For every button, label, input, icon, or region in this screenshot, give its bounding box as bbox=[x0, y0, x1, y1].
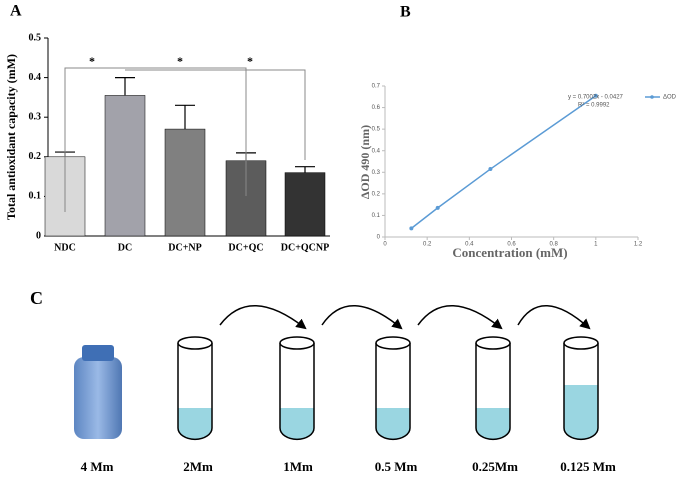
step-label: 2Mm bbox=[183, 459, 213, 474]
liquid bbox=[178, 408, 212, 440]
y-tick-label: 0.1 bbox=[29, 191, 42, 202]
tube bbox=[177, 343, 213, 441]
x-tick-label: 0 bbox=[383, 242, 387, 248]
error-bar bbox=[175, 104, 195, 130]
tube bbox=[475, 343, 511, 441]
equation: R² = 0.9992 bbox=[578, 103, 610, 109]
bottle bbox=[74, 345, 122, 439]
error-bar bbox=[115, 77, 135, 96]
bar bbox=[164, 128, 206, 237]
liquid bbox=[280, 408, 314, 440]
legend-marker bbox=[650, 95, 654, 99]
y-tick-label: 0.3 bbox=[372, 170, 381, 176]
liquid bbox=[376, 408, 410, 440]
tube-rim bbox=[475, 336, 511, 350]
arrow bbox=[517, 305, 591, 330]
x-tick-label: 0.6 bbox=[507, 242, 516, 248]
tube bbox=[563, 343, 599, 441]
y-axis-label: Total antioxidant capacity (mM) bbox=[4, 54, 18, 220]
arrow bbox=[321, 305, 403, 330]
series-line bbox=[410, 95, 597, 229]
x-tick-label: 1.2 bbox=[634, 242, 643, 248]
x-tick-label: 0.4 bbox=[465, 242, 474, 248]
y-tick-label: 0.7 bbox=[372, 84, 381, 90]
bar bbox=[284, 172, 326, 237]
x-axis-label: Concentration (mM) bbox=[452, 245, 567, 260]
tube bbox=[375, 343, 411, 441]
bar bbox=[104, 95, 146, 237]
tube-rim bbox=[563, 336, 599, 350]
point bbox=[488, 167, 493, 172]
y-tick-label: 0.1 bbox=[372, 213, 381, 219]
x-tick-label: NDC bbox=[54, 242, 76, 253]
y-tick-label: 0.2 bbox=[29, 151, 42, 162]
bracket bbox=[125, 69, 306, 160]
tube-rim bbox=[177, 336, 213, 350]
y-tick-label: 0.4 bbox=[29, 72, 42, 83]
error-bar bbox=[295, 166, 315, 173]
x-tick-label: 0.8 bbox=[549, 242, 558, 248]
step-label: 0.125 Mm bbox=[560, 459, 616, 474]
arrow bbox=[219, 305, 307, 330]
x-tick-label: 1 bbox=[594, 242, 598, 248]
equation: y = 0.7002x - 0.0427 bbox=[568, 95, 624, 101]
tube bbox=[279, 343, 315, 441]
legend-label: ΔOD bbox=[663, 95, 677, 101]
significance: * bbox=[247, 54, 253, 68]
step-label: 4 Mm bbox=[81, 459, 114, 474]
x-tick-label: DC+QCNP bbox=[281, 242, 329, 253]
point bbox=[593, 93, 598, 98]
x-tick-label: 0.2 bbox=[423, 242, 432, 248]
y-tick-label: 0 bbox=[36, 230, 41, 241]
x-tick-label: DC+QC bbox=[228, 242, 263, 253]
tubes bbox=[177, 305, 599, 441]
y-axis-label: ΔOD 490 (nm) bbox=[358, 125, 372, 199]
step-label: 0.5 Mm bbox=[375, 459, 418, 474]
tube-rim bbox=[279, 336, 315, 350]
step-label: 0.25Mm bbox=[472, 459, 518, 474]
panel-label: A bbox=[10, 3, 22, 20]
tube-rim bbox=[375, 336, 411, 350]
point bbox=[409, 226, 414, 231]
point bbox=[435, 205, 440, 210]
y-tick-label: 0.5 bbox=[372, 127, 381, 133]
liquid bbox=[564, 385, 598, 440]
y-tick-label: 0.5 bbox=[29, 32, 42, 43]
panel-label: C bbox=[30, 288, 43, 308]
y-tick-label: 0 bbox=[377, 235, 381, 241]
arrow bbox=[417, 305, 503, 330]
y-tick-label: 0.2 bbox=[372, 191, 381, 197]
y-tick-label: 0.3 bbox=[29, 111, 42, 122]
step-label: 1Mm bbox=[283, 459, 313, 474]
y-tick-label: 0.4 bbox=[372, 148, 381, 154]
panel-label: B bbox=[400, 4, 411, 21]
significance: * bbox=[177, 54, 183, 68]
significance: * bbox=[89, 54, 95, 68]
bracket bbox=[64, 67, 247, 212]
y-tick-label: 0.6 bbox=[372, 105, 381, 111]
x-tick-label: DC+NP bbox=[168, 242, 201, 253]
liquid bbox=[476, 408, 510, 440]
x-tick-label: DC bbox=[118, 242, 132, 253]
